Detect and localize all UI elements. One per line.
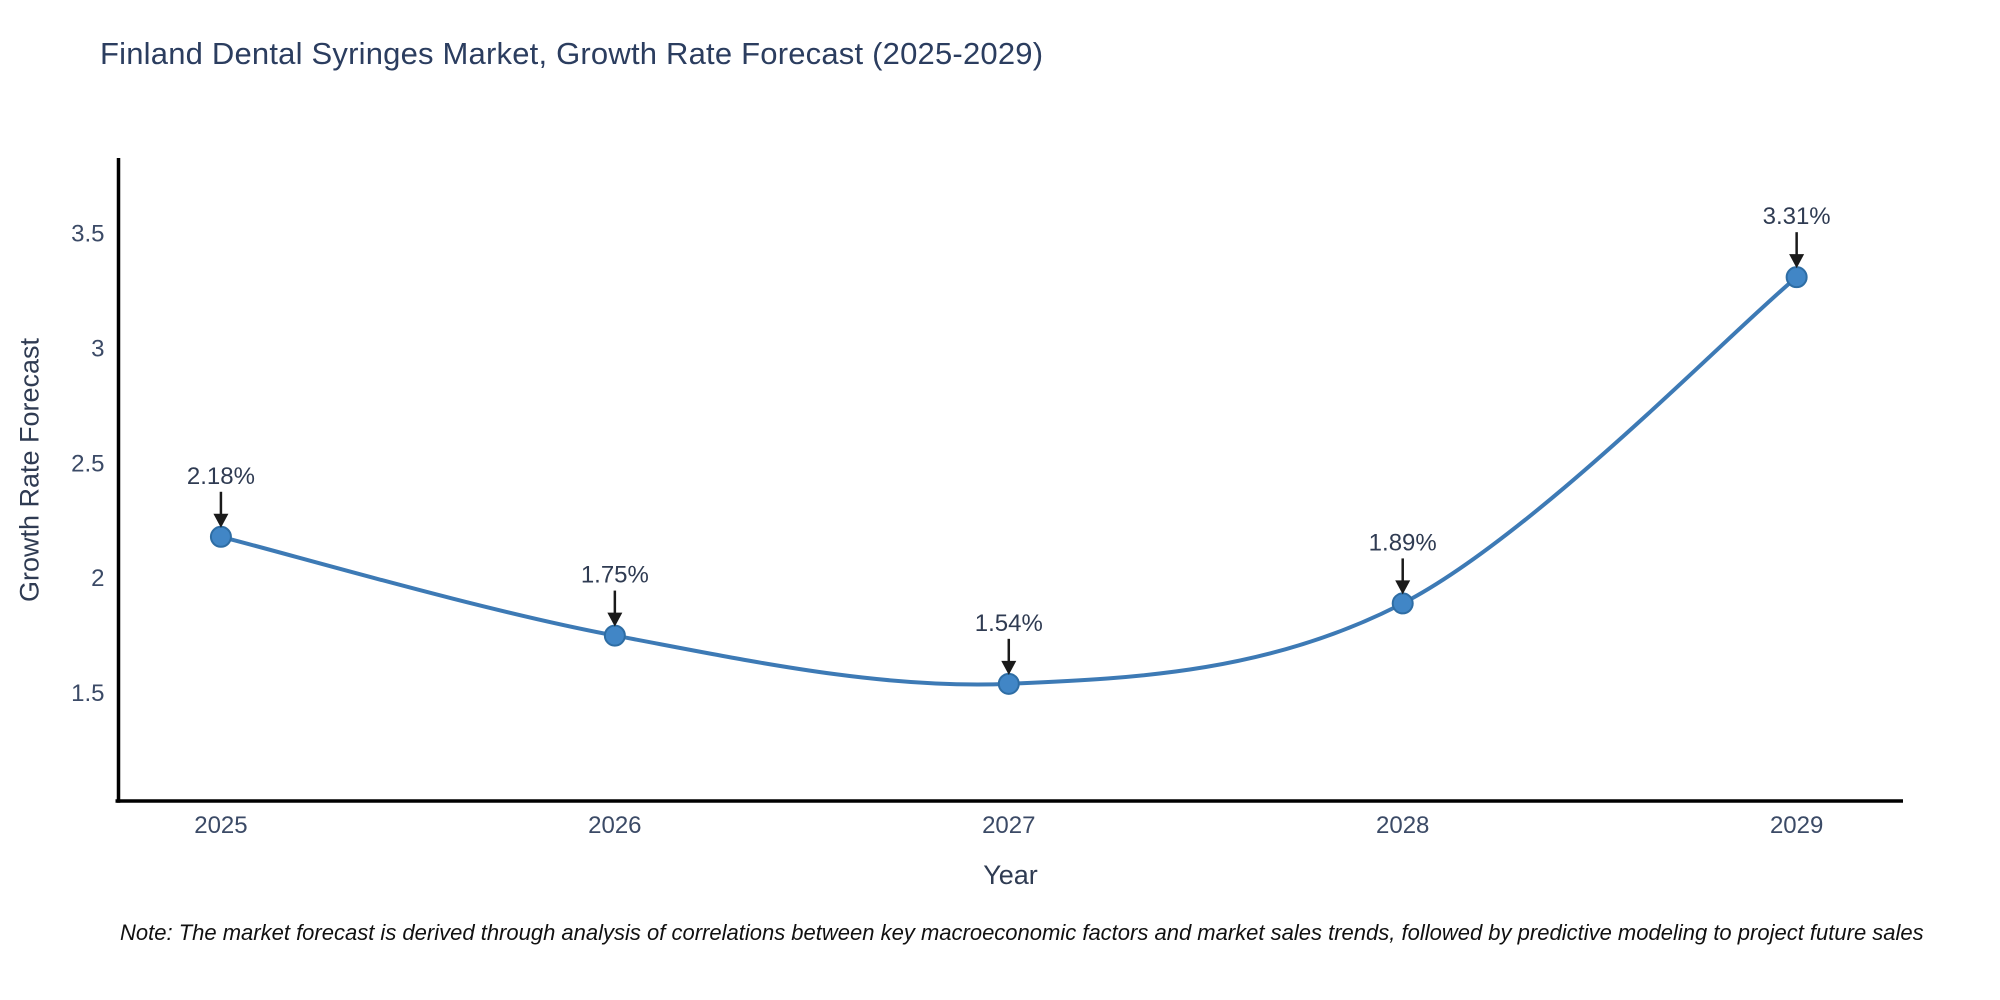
chart-title: Finland Dental Syringes Market, Growth R… <box>100 36 1044 71</box>
x-tick-label: 2028 <box>1376 812 1429 839</box>
y-tick-label: 2.5 <box>71 450 104 477</box>
data-point-marker <box>1391 592 1414 615</box>
data-point-label: 1.89% <box>1369 529 1437 556</box>
y-tick-label: 2 <box>91 565 104 592</box>
data-point-label: 2.18% <box>187 463 255 490</box>
data-point-marker <box>997 672 1020 695</box>
data-point-label: 1.75% <box>581 562 649 589</box>
y-tick-label: 1.5 <box>71 680 104 707</box>
data-point-label: 1.54% <box>975 610 1043 637</box>
footnote: Note: The market forecast is derived thr… <box>120 920 1924 945</box>
annotation-arrow-head <box>1395 580 1411 595</box>
y-tick-label: 3.5 <box>71 221 104 248</box>
data-point-label: 3.31% <box>1763 203 1831 230</box>
x-tick-label: 2026 <box>588 812 641 839</box>
x-tick-label: 2029 <box>1770 812 1823 839</box>
x-tick-label: 2025 <box>194 812 247 839</box>
y-axis-title-text: Growth Rate Forecast <box>14 337 45 603</box>
data-point-marker <box>1785 266 1808 289</box>
y-tick-label: 3 <box>91 335 104 362</box>
annotation-arrow-head <box>213 513 229 528</box>
annotation-arrow-head <box>1789 254 1805 269</box>
data-point-marker <box>209 525 232 548</box>
x-tick-label: 2027 <box>982 812 1035 839</box>
annotation-arrow-head <box>607 612 623 627</box>
annotation-arrow-head <box>1001 660 1017 675</box>
data-point-marker <box>603 624 626 647</box>
x-axis-title: Year <box>983 860 1038 890</box>
y-axis-title: Growth Rate Forecast <box>15 338 46 602</box>
